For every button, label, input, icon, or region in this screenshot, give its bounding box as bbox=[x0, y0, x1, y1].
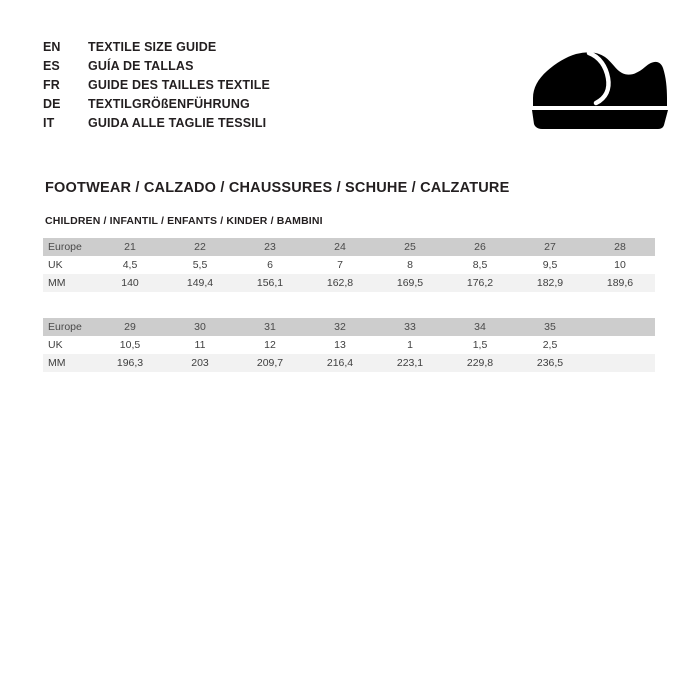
table-cell bbox=[585, 354, 655, 372]
row-label: UK bbox=[43, 336, 95, 354]
size-table-children-part-2: Europe 29 30 31 32 33 34 35 UK 10,5 11 1… bbox=[43, 318, 655, 372]
table-cell: 8,5 bbox=[445, 256, 515, 274]
row-label: Europe bbox=[43, 318, 95, 336]
table-row: UK 4,5 5,5 6 7 8 8,5 9,5 10 bbox=[43, 256, 655, 274]
table-cell: 31 bbox=[235, 318, 305, 336]
table-cell: 149,4 bbox=[165, 274, 235, 292]
table-cell: 29 bbox=[95, 318, 165, 336]
language-title: GUÍA DE TALLAS bbox=[88, 59, 194, 73]
table-cell: 12 bbox=[235, 336, 305, 354]
table-cell: 5,5 bbox=[165, 256, 235, 274]
table-cell: 28 bbox=[585, 238, 655, 256]
table-cell: 9,5 bbox=[515, 256, 585, 274]
table-cell: 176,2 bbox=[445, 274, 515, 292]
language-row: EN TEXTILE SIZE GUIDE bbox=[43, 38, 270, 57]
language-code: DE bbox=[43, 97, 61, 111]
table-cell: 10,5 bbox=[95, 336, 165, 354]
language-code: FR bbox=[43, 78, 60, 92]
table-row: UK 10,5 11 12 13 1 1,5 2,5 bbox=[43, 336, 655, 354]
row-label: UK bbox=[43, 256, 95, 274]
table-cell: 33 bbox=[375, 318, 445, 336]
table-cell: 223,1 bbox=[375, 354, 445, 372]
language-code: IT bbox=[43, 116, 55, 130]
table-row: MM 196,3 203 209,7 216,4 223,1 229,8 236… bbox=[43, 354, 655, 372]
table-row: Europe 29 30 31 32 33 34 35 bbox=[43, 318, 655, 336]
row-label: MM bbox=[43, 354, 95, 372]
language-row: DE TEXTILGRÖßENFÜHRUNG bbox=[43, 95, 270, 114]
table-cell: 30 bbox=[165, 318, 235, 336]
table-cell: 13 bbox=[305, 336, 375, 354]
language-row: ES GUÍA DE TALLAS bbox=[43, 57, 270, 76]
table-cell: 35 bbox=[515, 318, 585, 336]
table-cell: 6 bbox=[235, 256, 305, 274]
row-label: MM bbox=[43, 274, 95, 292]
size-table-children-part-1: Europe 21 22 23 24 25 26 27 28 UK 4,5 5,… bbox=[43, 238, 655, 292]
table-cell: 169,5 bbox=[375, 274, 445, 292]
table-cell: 8 bbox=[375, 256, 445, 274]
table-cell: 11 bbox=[165, 336, 235, 354]
header-block: EN TEXTILE SIZE GUIDE ES GUÍA DE TALLAS … bbox=[0, 0, 700, 155]
table-cell: 23 bbox=[235, 238, 305, 256]
table-cell: 229,8 bbox=[445, 354, 515, 372]
table-cell: 22 bbox=[165, 238, 235, 256]
language-title: TEXTILE SIZE GUIDE bbox=[88, 40, 217, 54]
table-cell: 236,5 bbox=[515, 354, 585, 372]
language-title: GUIDA ALLE TAGLIE TESSILI bbox=[88, 116, 267, 130]
table-cell: 4,5 bbox=[95, 256, 165, 274]
language-title-list: EN TEXTILE SIZE GUIDE ES GUÍA DE TALLAS … bbox=[43, 38, 270, 133]
table-cell bbox=[585, 318, 655, 336]
language-title: TEXTILGRÖßENFÜHRUNG bbox=[88, 97, 250, 111]
table-cell: 24 bbox=[305, 238, 375, 256]
language-code: ES bbox=[43, 59, 60, 73]
table-cell: 140 bbox=[95, 274, 165, 292]
table-cell: 156,1 bbox=[235, 274, 305, 292]
language-title: GUIDE DES TAILLES TEXTILE bbox=[88, 78, 271, 92]
table-cell: 25 bbox=[375, 238, 445, 256]
group-subtitle: CHILDREN / INFANTIL / ENFANTS / KINDER /… bbox=[45, 215, 323, 227]
language-row: IT GUIDA ALLE TAGLIE TESSILI bbox=[43, 114, 270, 133]
table-cell bbox=[585, 336, 655, 354]
row-label: Europe bbox=[43, 238, 95, 256]
table-cell: 1,5 bbox=[445, 336, 515, 354]
table-cell: 32 bbox=[305, 318, 375, 336]
table-cell: 26 bbox=[445, 238, 515, 256]
table-cell: 162,8 bbox=[305, 274, 375, 292]
table-cell: 7 bbox=[305, 256, 375, 274]
table-cell: 27 bbox=[515, 238, 585, 256]
table-cell: 203 bbox=[165, 354, 235, 372]
table-cell: 182,9 bbox=[515, 274, 585, 292]
table-cell: 209,7 bbox=[235, 354, 305, 372]
table-cell: 34 bbox=[445, 318, 515, 336]
table-row: MM 140 149,4 156,1 162,8 169,5 176,2 182… bbox=[43, 274, 655, 292]
shoe-icon bbox=[526, 40, 670, 132]
table-cell: 189,6 bbox=[585, 274, 655, 292]
table-cell: 1 bbox=[375, 336, 445, 354]
table-cell: 196,3 bbox=[95, 354, 165, 372]
table-cell: 216,4 bbox=[305, 354, 375, 372]
page-title: FOOTWEAR / CALZADO / CHAUSSURES / SCHUHE… bbox=[45, 180, 510, 196]
table-cell: 2,5 bbox=[515, 336, 585, 354]
language-row: FR GUIDE DES TAILLES TEXTILE bbox=[43, 76, 270, 95]
table-cell: 10 bbox=[585, 256, 655, 274]
language-code: EN bbox=[43, 40, 61, 54]
table-cell: 21 bbox=[95, 238, 165, 256]
table-row: Europe 21 22 23 24 25 26 27 28 bbox=[43, 238, 655, 256]
